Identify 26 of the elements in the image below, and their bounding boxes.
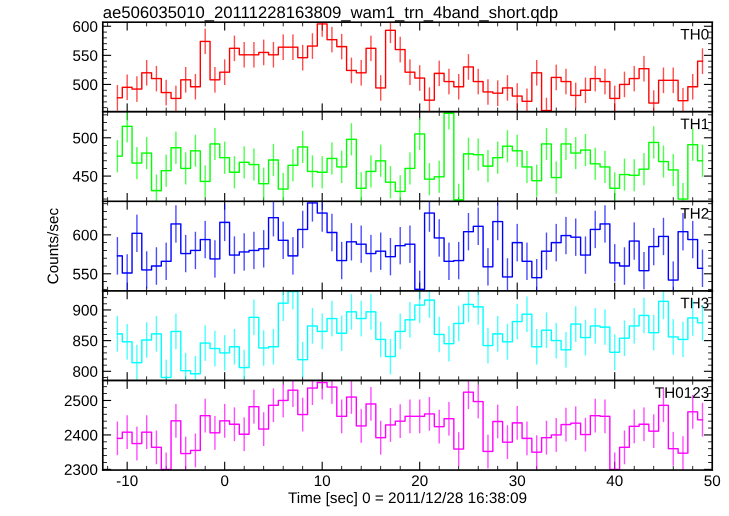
y-tick-label: 550: [73, 50, 98, 62]
y-axis-title: Counts/sec: [47, 208, 58, 284]
y-tick-label: 600: [73, 21, 98, 32]
series-label: TH0: [680, 28, 709, 40]
x-tick-label: 0: [221, 475, 228, 486]
y-tick-label: 500: [73, 79, 98, 90]
y-tick-label: 2400: [64, 430, 98, 441]
x-tick-label: -10: [116, 475, 138, 486]
y-tick-label: 450: [72, 170, 98, 182]
y-tick-label: 2500: [64, 395, 98, 406]
y-tick-label: 600: [73, 230, 98, 241]
x-tick-label: 50: [704, 475, 720, 486]
chart-title: ae506035010_20111228163809_wam1_trn_4band_short.qdp: [103, 6, 558, 22]
x-tick-label: 40: [606, 475, 623, 486]
x-tick-label: 30: [509, 475, 526, 486]
y-tick-label: 850: [73, 335, 98, 346]
y-tick-label: 2300: [64, 464, 98, 476]
y-tick-label: 550: [73, 268, 98, 280]
y-tick-label: 500: [73, 132, 98, 144]
x-tick-label: 10: [314, 475, 330, 486]
x-tick-label: 20: [412, 475, 428, 486]
series-label: TH2: [680, 208, 708, 219]
x-axis-title: Time [sec] 0 = 2011/12/28 16:38:09: [288, 492, 526, 506]
series-label: TH1: [680, 118, 708, 130]
y-tick-label: 800: [73, 366, 98, 377]
y-tick-label: 900: [73, 304, 98, 316]
